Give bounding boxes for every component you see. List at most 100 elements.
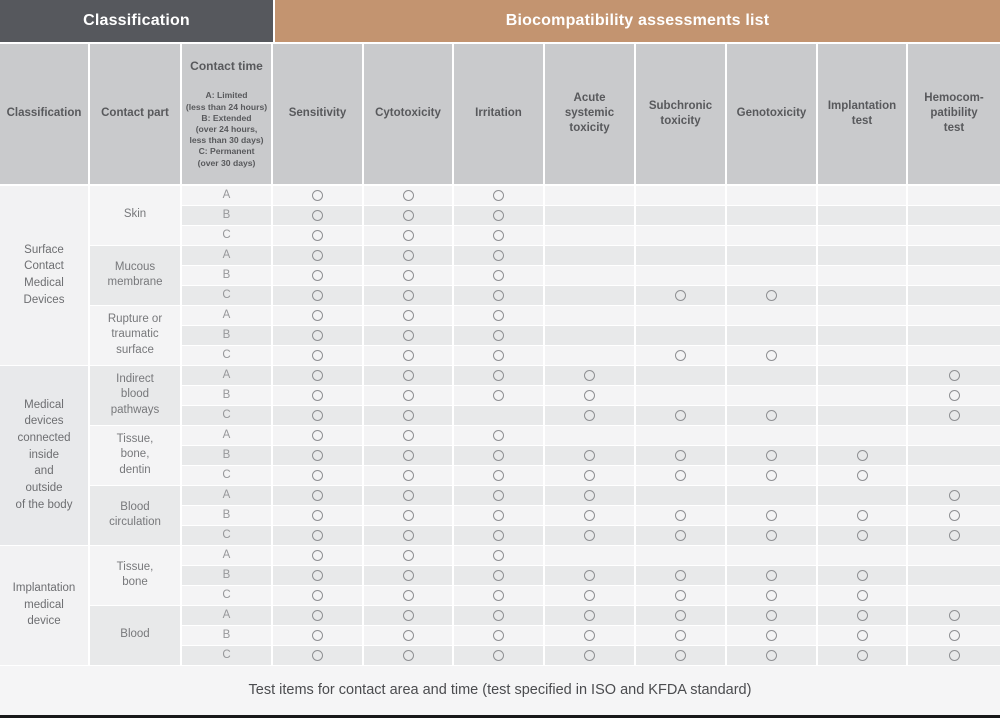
test-cell (727, 625, 818, 646)
contact-time-cell: C (182, 645, 273, 666)
applicable-circle-icon (402, 309, 414, 321)
test-cell (908, 425, 1000, 446)
applicable-circle-icon (493, 549, 504, 561)
applicable-circle-icon (856, 569, 868, 581)
test-cell (454, 225, 545, 246)
test-cell (908, 385, 1000, 406)
test-cell (454, 185, 545, 206)
test-cell (727, 405, 818, 426)
test-cell (908, 485, 1000, 506)
test-cell (545, 445, 636, 466)
contact-time-cell: C (182, 525, 273, 546)
contact-time-legend: A: Limited (less than 24 hours) B: Exten… (185, 90, 268, 168)
test-cell (908, 645, 1000, 666)
table-row: B (0, 385, 1000, 406)
test-cell (636, 325, 727, 346)
col-header-classification: Classification (0, 44, 90, 186)
applicable-circle-icon (948, 509, 960, 521)
test-cell (273, 505, 364, 526)
test-cell (454, 465, 545, 486)
contact-time-cell: B (182, 385, 273, 406)
test-cell (636, 365, 727, 386)
test-cell (727, 605, 818, 626)
test-cell (364, 505, 454, 526)
test-cell (636, 245, 727, 266)
test-cell (636, 525, 727, 546)
applicable-circle-icon (402, 449, 414, 461)
applicable-circle-icon (402, 349, 414, 361)
applicable-circle-icon (675, 409, 686, 421)
contact-time-cell: B (182, 205, 273, 226)
applicable-circle-icon (766, 649, 777, 661)
test-cell (545, 425, 636, 446)
test-cell (454, 565, 545, 586)
applicable-circle-icon (766, 349, 777, 361)
test-cell (364, 385, 454, 406)
contact-time-title: Contact time (190, 58, 263, 73)
test-cell (727, 385, 818, 406)
test-cell (364, 265, 454, 286)
applicable-circle-icon (402, 569, 414, 581)
applicable-circle-icon (312, 629, 323, 641)
applicable-circle-icon (402, 409, 414, 421)
test-cell (636, 445, 727, 466)
test-cell (454, 585, 545, 606)
applicable-circle-icon (675, 349, 686, 361)
applicable-circle-icon (312, 209, 323, 221)
test-cell (364, 225, 454, 246)
test-cell (364, 325, 454, 346)
test-cell (364, 445, 454, 466)
test-cell (454, 425, 545, 446)
test-cell (727, 225, 818, 246)
applicable-circle-icon (584, 629, 595, 641)
applicable-circle-icon (402, 389, 414, 401)
applicable-circle-icon (312, 369, 323, 381)
applicable-circle-icon (493, 609, 504, 621)
contact-part-cell: Mucous membrane (90, 245, 182, 306)
test-cell (273, 245, 364, 266)
contact-time-cell: A (182, 605, 273, 626)
test-cell (273, 585, 364, 606)
test-cell (908, 205, 1000, 226)
applicable-circle-icon (312, 429, 323, 441)
contact-time-cell: A (182, 425, 273, 446)
applicable-circle-icon (312, 549, 323, 561)
applicable-circle-icon (675, 589, 686, 601)
test-cell (273, 385, 364, 406)
table-row: C (0, 525, 1000, 546)
test-cell (908, 445, 1000, 466)
test-cell (727, 365, 818, 386)
applicable-circle-icon (493, 529, 504, 541)
test-cell (364, 245, 454, 266)
test-cell (818, 305, 908, 326)
applicable-circle-icon (493, 229, 504, 241)
test-cell (908, 565, 1000, 586)
table-body: Surface Contact Medical Devices Skin A B C Mu… (0, 185, 1000, 666)
col-header-contact-time: Contact time A: Limited (less than 24 ho… (182, 44, 273, 186)
applicable-circle-icon (675, 609, 686, 621)
test-cell (364, 625, 454, 646)
applicable-circle-icon (675, 569, 686, 581)
applicable-circle-icon (766, 529, 777, 541)
applicable-circle-icon (312, 529, 323, 541)
applicable-circle-icon (402, 209, 414, 221)
test-cell (818, 565, 908, 586)
applicable-circle-icon (312, 509, 323, 521)
test-cell (818, 365, 908, 386)
applicable-circle-icon (584, 409, 595, 421)
applicable-circle-icon (402, 269, 414, 281)
applicable-circle-icon (312, 229, 323, 241)
applicable-circle-icon (493, 189, 504, 201)
test-cell (908, 305, 1000, 326)
applicable-circle-icon (312, 249, 323, 261)
test-cell (818, 385, 908, 406)
applicable-circle-icon (856, 509, 868, 521)
applicable-circle-icon (312, 609, 323, 621)
test-cell (818, 325, 908, 346)
col-header-acute-systemic-toxicity: Acute systemic toxicity (545, 44, 636, 186)
test-cell (727, 425, 818, 446)
applicable-circle-icon (493, 449, 504, 461)
test-cell (273, 365, 364, 386)
test-cell (818, 465, 908, 486)
test-cell (273, 605, 364, 626)
